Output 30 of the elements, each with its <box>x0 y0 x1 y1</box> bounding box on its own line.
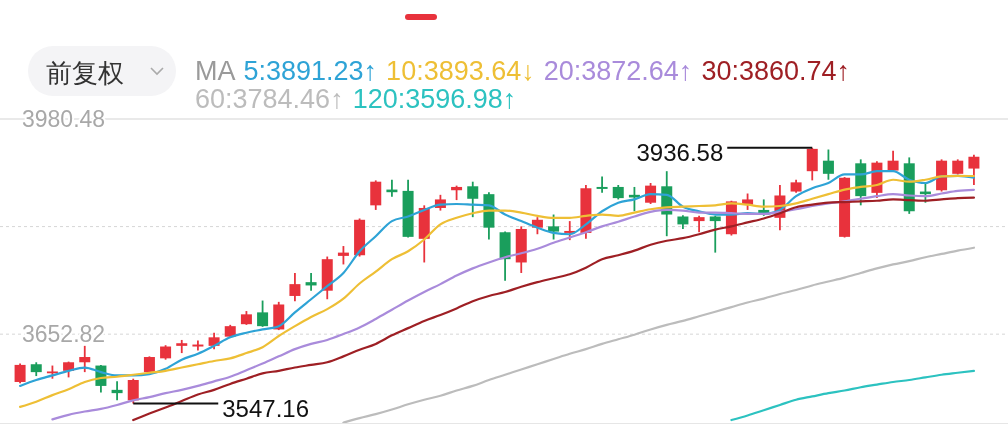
annotation: 3547.16 <box>222 394 310 422</box>
text: 120:3596.98↑ <box>352 84 517 114</box>
text: 60:3784.46↑ <box>195 84 344 114</box>
candlestick <box>968 153 980 186</box>
candlestick <box>257 299 269 328</box>
text: 前复权 <box>46 58 124 88</box>
candlestick <box>548 213 560 241</box>
text: 30:3860.74↑ <box>701 56 851 86</box>
candlestick <box>806 146 818 182</box>
annotation: 3936.58 <box>636 138 724 166</box>
candlestick <box>14 362 26 385</box>
text: 5:3891.23↑ <box>243 56 378 86</box>
y-tick-label: 3652.82 <box>22 321 106 348</box>
y-tick-label: 3980.48 <box>22 106 106 132</box>
candlestick <box>305 272 317 292</box>
candlestick <box>111 380 123 402</box>
candlestick <box>596 175 608 194</box>
text: 20:3872.64↑ <box>543 56 693 86</box>
candlestick <box>127 377 139 405</box>
line-series <box>342 246 976 424</box>
candlestick <box>709 214 721 254</box>
legend-title: MA <box>195 56 236 86</box>
candlestick <box>467 180 479 219</box>
candlestick <box>822 148 834 181</box>
line-series <box>730 369 976 422</box>
candlestick <box>289 272 301 303</box>
candlestick <box>337 245 349 266</box>
candlestick <box>79 344 91 374</box>
candlestick <box>370 179 382 211</box>
text: 10:3893.64↓ <box>386 56 535 86</box>
